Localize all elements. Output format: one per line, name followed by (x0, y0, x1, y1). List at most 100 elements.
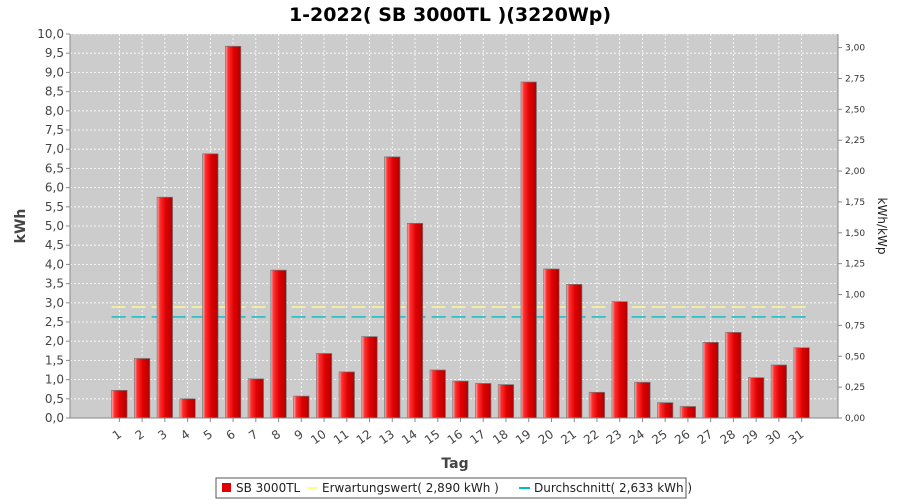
bar-day-12 (361, 336, 378, 419)
y-tick-label: 8,5 (45, 85, 64, 99)
x-tick-label: 26 (672, 427, 693, 447)
legend-label: SB 3000TL (236, 481, 301, 495)
y-right-tick-label: 1,25 (845, 260, 865, 270)
x-tick-label: 7 (246, 427, 260, 443)
x-tick-label: 11 (331, 427, 352, 447)
bar-day-11 (338, 371, 355, 419)
x-tick-label: 1 (110, 427, 124, 443)
reference-lines (111, 306, 810, 318)
bar-day-30 (770, 364, 787, 419)
x-tick-label: 10 (308, 427, 329, 447)
legend: SB 3000TL Erwartungswert( 2,890 kWh ) Durc… (215, 477, 692, 499)
y-tick-label: 1,5 (45, 353, 64, 367)
bar-day-18 (497, 384, 515, 419)
x-tick-label: 12 (354, 427, 375, 447)
x-tick-label: 23 (604, 427, 625, 447)
x-tick-label: 25 (649, 427, 670, 447)
y-tick-label: 2,0 (45, 334, 64, 348)
x-tick-label: 29 (740, 427, 761, 447)
bar-day-19 (520, 81, 537, 419)
bar-day-17 (475, 383, 492, 419)
bar-day-6 (224, 45, 242, 419)
y-right-tick-label: 2,00 (845, 167, 865, 177)
bar-day-1 (111, 390, 128, 419)
legend-swatch (222, 483, 231, 492)
y-right-tick-label: 3,00 (845, 44, 865, 54)
x-tick-label: 28 (718, 427, 739, 447)
bar-day-28 (725, 332, 742, 419)
y-tick-label: 4,5 (45, 238, 64, 252)
y-tick-label: 0,5 (45, 392, 64, 406)
y-tick-label: 5,0 (45, 219, 64, 233)
chart-title: 1-2022( SB 3000TL )(3220Wp) (289, 4, 611, 26)
x-tick-label: 20 (536, 427, 557, 447)
bar-day-8 (270, 269, 287, 419)
y-right-tick-label: 1,00 (845, 291, 865, 301)
bar-day-26 (679, 406, 697, 419)
bar-day-10 (315, 353, 333, 419)
x-tick-label: 18 (490, 427, 511, 447)
y-right-tick-label: 1,75 (845, 198, 865, 208)
x-tick-label: 14 (399, 427, 420, 447)
y-tick-label: 3,0 (45, 296, 64, 310)
bar-day-13 (384, 156, 401, 419)
x-tick-label: 6 (224, 427, 238, 443)
y-tick-label: 8,0 (45, 104, 64, 118)
legend-box (215, 477, 687, 499)
y-tick-label: 10,0 (37, 27, 64, 41)
legend-label: Durchschnitt( 2,633 kWh ) (534, 481, 692, 495)
x-tick-label: 24 (627, 427, 648, 447)
bar-day-7 (247, 378, 264, 419)
bar-day-14 (406, 222, 424, 419)
bar-day-22 (588, 391, 606, 419)
x-axis-label: Tag (441, 456, 468, 472)
bar-day-5 (202, 153, 219, 419)
x-tick-label: 9 (292, 427, 306, 443)
x-tick-label: 3 (155, 427, 169, 443)
y-right-tick-label: 2,25 (845, 136, 865, 146)
bar-day-21 (566, 284, 583, 419)
bar-day-24 (634, 381, 651, 419)
y-right-tick-label: 0,00 (845, 414, 865, 424)
bar-day-27 (702, 342, 719, 419)
y-axis-label: kWh (13, 209, 29, 244)
x-tick-label: 15 (422, 427, 443, 447)
bar-day-3 (156, 196, 173, 419)
y-right-tick-label: 0,25 (845, 383, 865, 393)
bar-day-25 (657, 402, 674, 419)
x-tick-label: 8 (269, 427, 283, 443)
bar-day-4 (179, 398, 196, 419)
x-tick-label: 2 (133, 427, 147, 443)
y-tick-label: 4,0 (45, 257, 64, 271)
y-tick-label: 9,0 (45, 65, 64, 79)
bar-day-16 (452, 380, 469, 419)
x-tick-label: 31 (786, 427, 807, 447)
y-tick-label: 0,0 (45, 411, 64, 425)
y-right-tick-label: 0,50 (845, 352, 865, 362)
x-tick-label: 16 (445, 427, 466, 447)
x-tick-label: 13 (376, 427, 397, 447)
bar-day-20 (543, 268, 560, 419)
y-right-tick-label: 2,75 (845, 74, 865, 84)
y-tick-label: 2,5 (45, 315, 64, 329)
y-tick-label: 3,5 (45, 277, 64, 291)
legend-label: Erwartungswert( 2,890 kWh ) (322, 481, 499, 495)
y-right-tick-label: 1,50 (845, 229, 865, 239)
x-tick-label: 4 (178, 427, 192, 443)
y-tick-label: 9,5 (45, 46, 64, 60)
bar-day-23 (611, 301, 628, 419)
bar-day-2 (134, 358, 151, 419)
y-tick-label: 7,5 (45, 123, 64, 137)
y-right-tick-label: 2,50 (845, 105, 865, 115)
x-tick-label: 22 (581, 427, 602, 447)
y-tick-label: 6,5 (45, 161, 64, 175)
right-y-axis: 0,00 0,25 0,50 0,75 1,00 1,25 1,50 1,75 2,00 2,25… (837, 34, 865, 424)
y-tick-label: 6,0 (45, 181, 64, 195)
bar-day-29 (748, 377, 765, 419)
y-tick-label: 7,0 (45, 142, 64, 156)
bars (111, 45, 810, 419)
x-tick-label: 17 (467, 427, 488, 447)
left-y-axis: 0,0 0,5 1,0 1,5 2,0 2,5 3,0 3,5 4,0 4,5 5,0 5,5 6,0 6… (37, 27, 71, 425)
